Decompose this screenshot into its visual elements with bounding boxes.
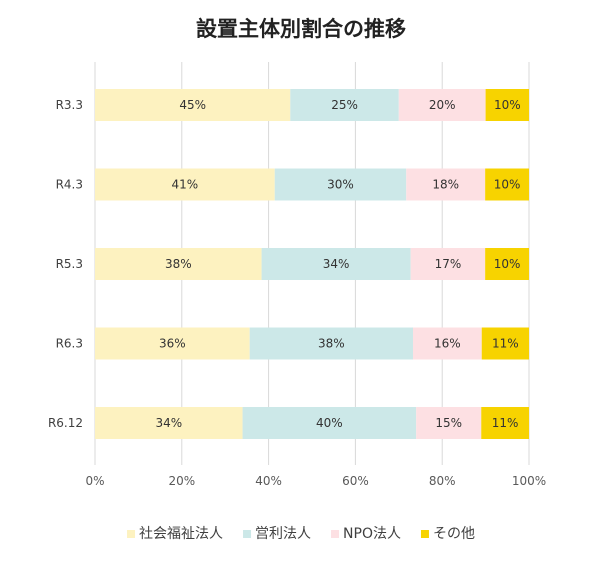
bar-segment [481, 407, 529, 439]
bar-segment [242, 407, 417, 439]
bar-segment [95, 168, 275, 201]
bar-segment [481, 327, 529, 360]
legend-item: その他 [420, 526, 475, 542]
data-label: 41% [172, 178, 199, 192]
bar-segment [485, 89, 529, 121]
y-axis-label: R3.3 [56, 98, 83, 112]
legend-swatch [331, 530, 340, 538]
bar-segment [95, 248, 262, 280]
x-tick-label: 80% [429, 474, 456, 488]
y-axis-label: R5.3 [56, 257, 83, 271]
legend-item: NPO法人 [331, 526, 401, 542]
legend-swatch [420, 530, 429, 538]
bar-segment [416, 407, 482, 439]
data-label: 36% [159, 337, 186, 351]
data-label: 34% [323, 257, 350, 271]
x-tick-label: 60% [342, 474, 369, 488]
data-label: 11% [492, 416, 519, 430]
data-label: 40% [316, 416, 343, 430]
legend-label: 営利法人 [255, 526, 311, 542]
data-label: 25% [331, 98, 358, 112]
bar-segment [406, 168, 486, 201]
bar-segment [412, 327, 482, 360]
data-label: 15% [435, 416, 462, 430]
y-axis-label: R6.3 [56, 337, 83, 351]
x-axis-tick-labels: 0% 20% 40% 60% 80% 100% [85, 474, 546, 488]
bar-segment [261, 248, 411, 280]
legend-label: その他 [433, 526, 475, 542]
bar-segment [95, 89, 291, 121]
bar-segment [485, 248, 529, 280]
data-label: 38% [165, 257, 192, 271]
legend-swatch [127, 530, 136, 538]
data-label: 34% [155, 416, 182, 430]
x-tick-label: 20% [168, 474, 195, 488]
chart-title: 設置主体別割合の推移 [196, 17, 406, 41]
legend-label: NPO法人 [343, 526, 401, 542]
data-label: 10% [494, 178, 521, 192]
bar-segment [95, 327, 250, 360]
data-label: 18% [432, 178, 459, 192]
data-label: 30% [327, 178, 354, 192]
data-label: 10% [494, 98, 521, 112]
legend-item: 社会福祉法人 [127, 526, 223, 542]
data-label: 10% [494, 257, 521, 271]
bars: 45% 25% 20% 10% 41% 30% 18% 10% 38% 34% 17% 10% 36% 3… [95, 89, 529, 439]
x-tick-label: 40% [255, 474, 282, 488]
x-tick-label: 0% [85, 474, 104, 488]
legend: 社会福祉法人 営利法人 NPO法人 その他 [127, 526, 475, 542]
y-axis-label: R4.3 [56, 178, 83, 192]
bar-segment [95, 407, 243, 439]
bar-segment [290, 89, 399, 121]
data-label: 38% [318, 337, 345, 351]
data-label: 20% [429, 98, 456, 112]
data-label: 11% [492, 337, 519, 351]
bar-segment [249, 327, 413, 360]
bar-segment [274, 168, 407, 201]
legend-label: 社会福祉法人 [139, 526, 223, 542]
legend-swatch [243, 530, 252, 538]
data-label: 16% [434, 337, 461, 351]
bar-segment [398, 89, 486, 121]
data-label: 17% [435, 257, 462, 271]
y-axis-labels: R3.3 R4.3 R5.3 R6.3 R6.12 [48, 98, 83, 430]
data-label: 45% [179, 98, 206, 112]
bar-segment [410, 248, 486, 280]
y-axis-label: R6.12 [48, 416, 83, 430]
x-tick-label: 100% [512, 474, 546, 488]
bar-segment [485, 168, 529, 201]
legend-item: 営利法人 [243, 526, 311, 542]
